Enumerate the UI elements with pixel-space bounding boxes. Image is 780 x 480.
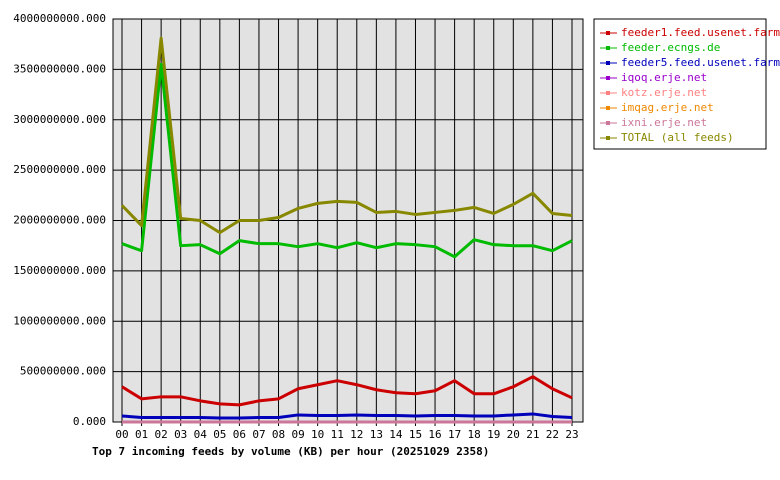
legend-swatch-dot bbox=[606, 76, 610, 80]
x-tick-label: 22 bbox=[546, 428, 559, 441]
legend-label: TOTAL (all feeds) bbox=[621, 131, 734, 144]
legend-box bbox=[593, 18, 767, 150]
y-tick-label: 4000000000.000 bbox=[13, 12, 106, 25]
x-tick-label: 19 bbox=[487, 428, 500, 441]
x-tick-label: 03 bbox=[174, 428, 187, 441]
legend-label: kotz.erje.net bbox=[621, 86, 707, 99]
x-tick-label: 01 bbox=[135, 428, 148, 441]
x-tick-label: 02 bbox=[155, 428, 168, 441]
y-tick-label: 2000000000.000 bbox=[13, 214, 106, 227]
x-tick-label: 13 bbox=[370, 428, 383, 441]
x-tick-label: 14 bbox=[389, 428, 403, 441]
legend-swatch-dot bbox=[606, 121, 610, 125]
x-tick-label: 05 bbox=[213, 428, 226, 441]
x-tick-label: 17 bbox=[448, 428, 461, 441]
x-tick-label: 15 bbox=[409, 428, 422, 441]
legend-label: iqoq.erje.net bbox=[621, 71, 707, 84]
legend-swatch-dot bbox=[606, 61, 610, 65]
x-tick-label: 18 bbox=[468, 428, 481, 441]
y-tick-label: 0.000 bbox=[73, 415, 106, 428]
x-tick-label: 12 bbox=[350, 428, 363, 441]
x-tick-label: 16 bbox=[428, 428, 441, 441]
series-line bbox=[120, 36, 573, 235]
legend-label: ixni.erje.net bbox=[621, 116, 707, 129]
legend-swatch-dot bbox=[606, 136, 610, 140]
x-tick-label: 07 bbox=[252, 428, 265, 441]
chart-title: Top 7 incoming feeds by volume (KB) per … bbox=[92, 445, 489, 458]
legend-swatch-dot bbox=[606, 106, 610, 110]
x-tick-label: 08 bbox=[272, 428, 285, 441]
x-tick-label: 10 bbox=[311, 428, 324, 441]
y-tick-label: 3500000000.000 bbox=[13, 62, 106, 75]
x-tick-label: 21 bbox=[526, 428, 539, 441]
legend-swatch-dot bbox=[606, 46, 610, 50]
y-tick-label: 2500000000.000 bbox=[13, 163, 106, 176]
x-tick-label: 23 bbox=[565, 428, 578, 441]
legend-swatch-dot bbox=[606, 91, 610, 95]
x-tick-label: 00 bbox=[115, 428, 128, 441]
series-line bbox=[121, 375, 573, 407]
legend-label: feeder.ecngs.de bbox=[621, 41, 720, 54]
legend-swatch-dot bbox=[606, 31, 610, 35]
y-tick-label: 3000000000.000 bbox=[13, 113, 106, 126]
legend-label: feeder1.feed.usenet.farm bbox=[621, 26, 780, 39]
y-tick-label: 500000000.000 bbox=[20, 365, 106, 378]
y-tick-label: 1000000000.000 bbox=[13, 314, 106, 327]
y-tick-label: 1500000000.000 bbox=[13, 264, 106, 277]
x-tick-label: 04 bbox=[194, 428, 208, 441]
series-line bbox=[121, 62, 573, 259]
legend-label: feeder5.feed.usenet.farm bbox=[621, 56, 780, 69]
x-tick-label: 09 bbox=[291, 428, 304, 441]
series-line bbox=[121, 412, 573, 420]
x-tick-label: 06 bbox=[233, 428, 246, 441]
legend-label: imqag.erje.net bbox=[621, 101, 714, 114]
x-tick-label: 20 bbox=[507, 428, 520, 441]
x-tick-label: 11 bbox=[331, 428, 344, 441]
